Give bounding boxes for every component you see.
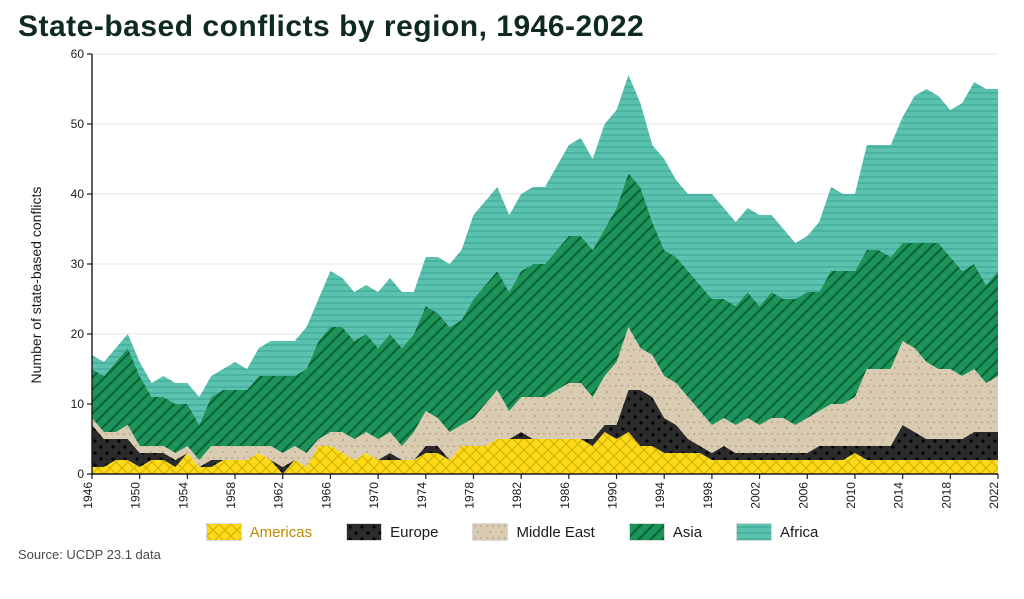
x-tick-label: 2014: [892, 482, 906, 509]
x-tick-label: 1986: [558, 482, 572, 509]
x-tick-label: 1998: [701, 482, 715, 509]
y-tick-label: 20: [71, 327, 85, 341]
legend-label: Asia: [673, 524, 702, 541]
legend-label: Americas: [250, 524, 313, 541]
x-tick-label: 2006: [796, 482, 810, 509]
y-tick-label: 0: [77, 467, 84, 481]
chart-area: Number of state-based conflicts 01020304…: [62, 48, 1006, 521]
legend-item-middle-east: Middle East: [472, 523, 594, 541]
x-tick-label: 1990: [606, 482, 620, 509]
legend-swatch: [736, 523, 772, 541]
x-tick-label: 2002: [749, 482, 763, 509]
x-tick-label: 2018: [939, 482, 953, 509]
y-tick-label: 50: [71, 117, 85, 131]
x-tick-label: 1974: [415, 482, 429, 509]
chart-title: State-based conflicts by region, 1946-20…: [18, 10, 1006, 44]
x-tick-label: 1954: [176, 482, 190, 509]
x-tick-label: 1950: [129, 482, 143, 509]
legend-item-asia: Asia: [629, 523, 702, 541]
legend-label: Middle East: [516, 524, 594, 541]
x-tick-label: 1962: [272, 482, 286, 509]
x-tick-label: 1994: [653, 482, 667, 509]
y-tick-label: 30: [71, 257, 85, 271]
x-tick-label: 1978: [462, 482, 476, 509]
x-tick-label: 1946: [81, 482, 95, 509]
x-tick-label: 1958: [224, 482, 238, 509]
chart-source: Source: UCDP 23.1 data: [18, 547, 1006, 562]
x-tick-label: 1966: [319, 482, 333, 509]
y-tick-label: 10: [71, 397, 85, 411]
legend-item-americas: Americas: [206, 523, 313, 541]
legend-swatch: [472, 523, 508, 541]
y-tick-label: 60: [71, 48, 85, 61]
chart-legend: Americas Europe Middle East Asia Africa: [18, 523, 1006, 541]
legend-swatch: [629, 523, 665, 541]
legend-item-europe: Europe: [346, 523, 438, 541]
legend-swatch: [206, 523, 242, 541]
legend-item-africa: Africa: [736, 523, 818, 541]
y-axis-label: Number of state-based conflicts: [28, 186, 44, 383]
x-tick-label: 2022: [987, 482, 1001, 509]
stacked-area-chart: 0 10 20 30 40 50 60 1946 1950 1954 1958 1962 1966 197…: [62, 48, 1002, 516]
legend-label: Africa: [780, 524, 818, 541]
x-tick-label: 1982: [510, 482, 524, 509]
legend-swatch: [346, 523, 382, 541]
legend-label: Europe: [390, 524, 438, 541]
y-tick-label: 40: [71, 187, 85, 201]
x-tick-label: 2010: [844, 482, 858, 509]
x-tick-label: 1970: [367, 482, 381, 509]
